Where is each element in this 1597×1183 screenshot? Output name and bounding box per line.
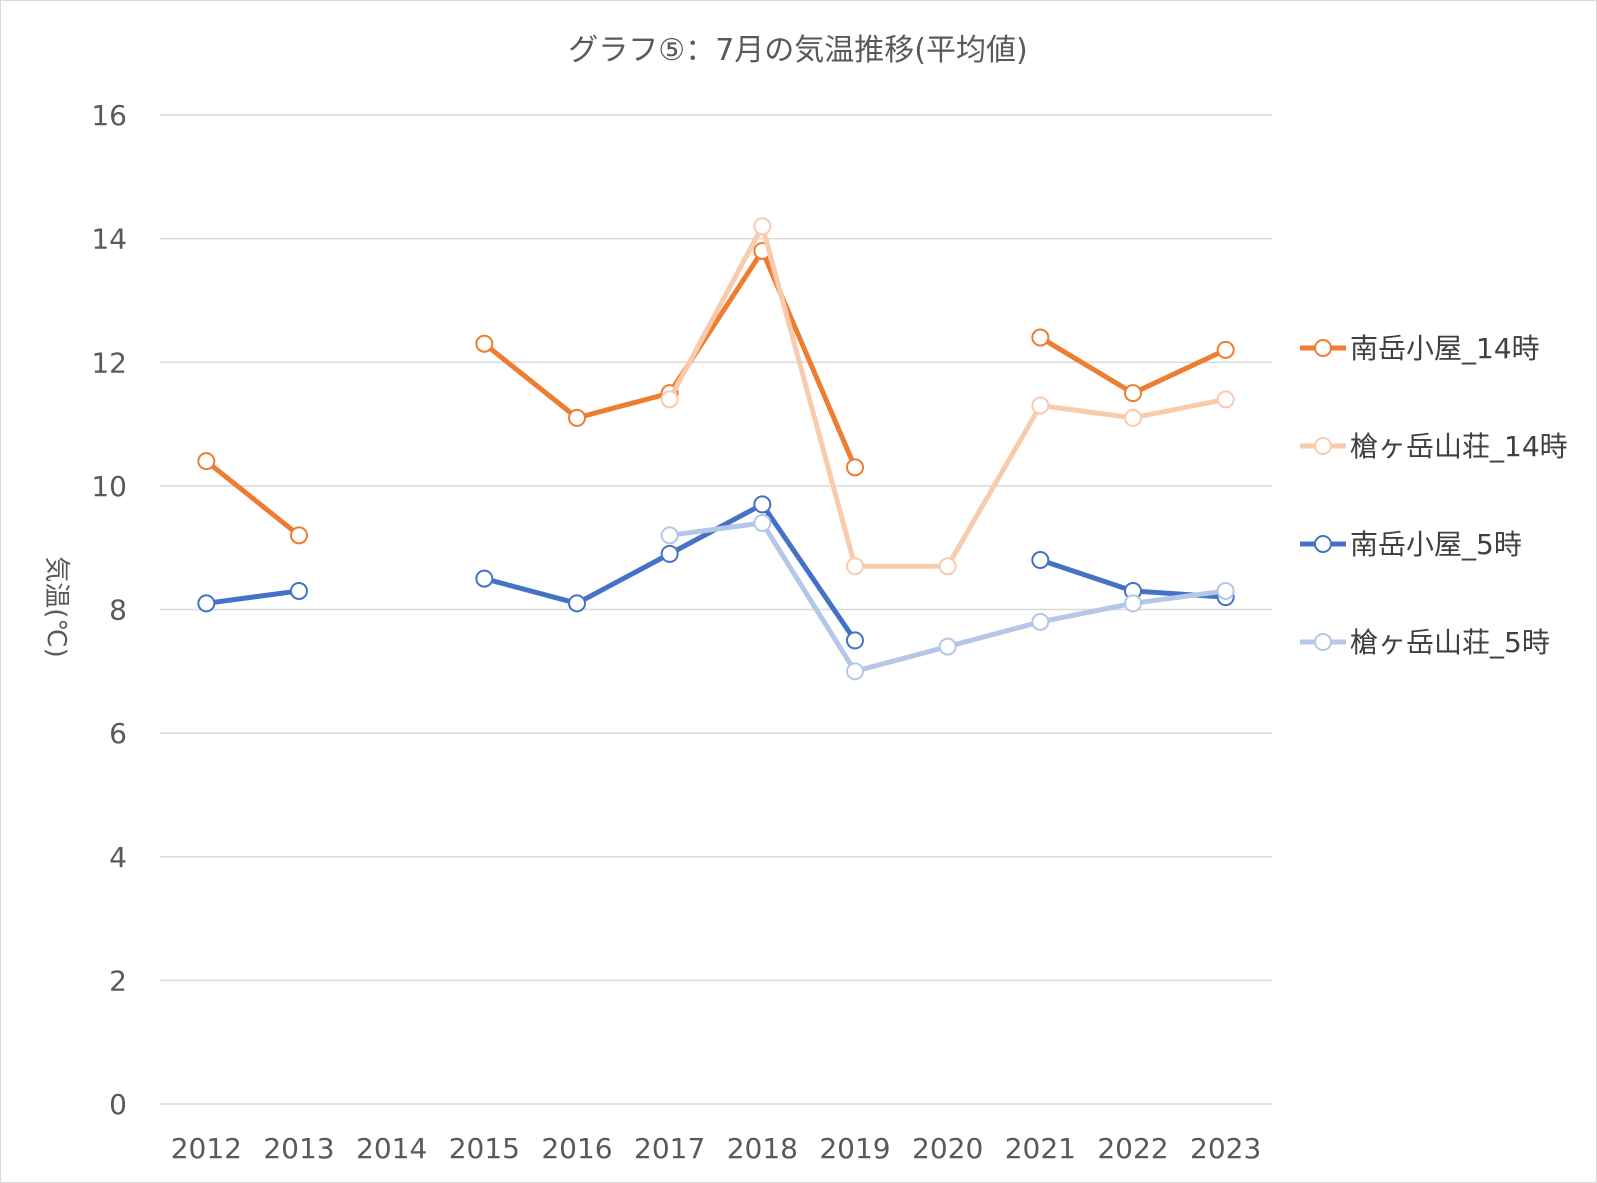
- legend-swatch-marker: [1314, 535, 1332, 553]
- x-tick-label: 2016: [541, 1132, 612, 1165]
- data-point: [290, 581, 308, 600]
- data-point: [1031, 396, 1050, 415]
- data-point: [1216, 390, 1235, 409]
- data-point: [846, 631, 864, 650]
- y-tick-label: 4: [109, 841, 127, 874]
- x-tick-label: 2014: [356, 1132, 427, 1165]
- x-axis-ticks: 2012 2013 2014 2015 2016 2017 2018 2019 2020 2021…: [171, 1132, 1262, 1165]
- data-point: [1031, 328, 1050, 347]
- series-line: [481, 501, 858, 643]
- data-point: [1216, 581, 1235, 600]
- legend-label: 槍ヶ岳山荘_5時: [1350, 626, 1550, 659]
- series-lines: [197, 217, 1235, 681]
- legend-item: 槍ヶ岳山荘_5時: [1300, 626, 1550, 659]
- y-axis-label: 気温(℃): [41, 556, 71, 658]
- y-tick-label: 10: [91, 470, 127, 503]
- data-point: [197, 594, 216, 613]
- series-line: [667, 223, 1229, 569]
- x-tick-label: 2020: [912, 1132, 983, 1165]
- y-axis-ticks: 0 2 4 6 8 10 12 14 16: [91, 99, 127, 1121]
- data-point: [1124, 408, 1142, 427]
- data-point: [1216, 340, 1235, 359]
- x-tick-label: 2022: [1097, 1132, 1168, 1165]
- data-point: [660, 390, 679, 409]
- data-point: [1031, 551, 1050, 570]
- y-tick-label: 0: [109, 1088, 127, 1121]
- x-tick-label: 2012: [171, 1132, 242, 1165]
- data-point: [568, 408, 586, 427]
- legend-swatch-marker: [1314, 339, 1332, 357]
- data-point: [197, 452, 216, 471]
- data-point: [475, 334, 494, 353]
- legend-label: 南岳小屋_14時: [1350, 332, 1540, 365]
- x-tick-label: 2015: [449, 1132, 520, 1165]
- series-1: [197, 241, 1235, 545]
- legend-label: 槍ヶ岳山荘_14時: [1350, 430, 1568, 463]
- series-2: [660, 217, 1235, 576]
- data-point: [1124, 594, 1142, 613]
- legend-item: 南岳小屋_5時: [1300, 528, 1522, 561]
- y-tick-label: 14: [91, 223, 127, 256]
- x-tick-label: 2018: [727, 1132, 798, 1165]
- x-tick-label: 2019: [819, 1132, 890, 1165]
- legend-swatch-marker: [1314, 633, 1332, 651]
- legend-item: 槍ヶ岳山荘_14時: [1300, 430, 1568, 463]
- data-point: [846, 662, 864, 681]
- series-line: [203, 588, 302, 606]
- y-tick-label: 12: [91, 346, 127, 379]
- data-point: [938, 557, 957, 576]
- series-line: [203, 458, 302, 538]
- data-point: [753, 513, 772, 532]
- legend-label: 南岳小屋_5時: [1350, 528, 1522, 561]
- data-point: [475, 569, 494, 588]
- data-point: [660, 544, 679, 563]
- x-tick-label: 2017: [634, 1132, 705, 1165]
- data-point: [290, 526, 308, 545]
- data-point: [938, 637, 957, 656]
- y-tick-label: 2: [109, 964, 127, 997]
- data-point: [1124, 384, 1142, 403]
- grid-lines: [160, 114, 1272, 1105]
- y-tick-label: 6: [109, 717, 127, 750]
- series-3: [197, 495, 1235, 650]
- x-tick-label: 2013: [263, 1132, 334, 1165]
- chart-title: グラフ⑤：7月の気温推移(平均値): [568, 33, 1027, 68]
- x-tick-label: 2021: [1005, 1132, 1076, 1165]
- x-tick-label: 2023: [1190, 1132, 1261, 1165]
- data-point: [660, 526, 679, 545]
- legend-swatch-marker: [1314, 437, 1332, 455]
- legend-item: 南岳小屋_14時: [1300, 332, 1540, 365]
- data-point: [846, 557, 864, 576]
- data-point: [846, 458, 864, 477]
- data-point: [753, 217, 772, 236]
- data-point: [1031, 612, 1050, 631]
- y-tick-label: 16: [91, 99, 127, 132]
- series-4: [660, 513, 1235, 681]
- data-point: [568, 594, 586, 613]
- data-point: [753, 495, 772, 514]
- y-tick-label: 8: [109, 594, 127, 627]
